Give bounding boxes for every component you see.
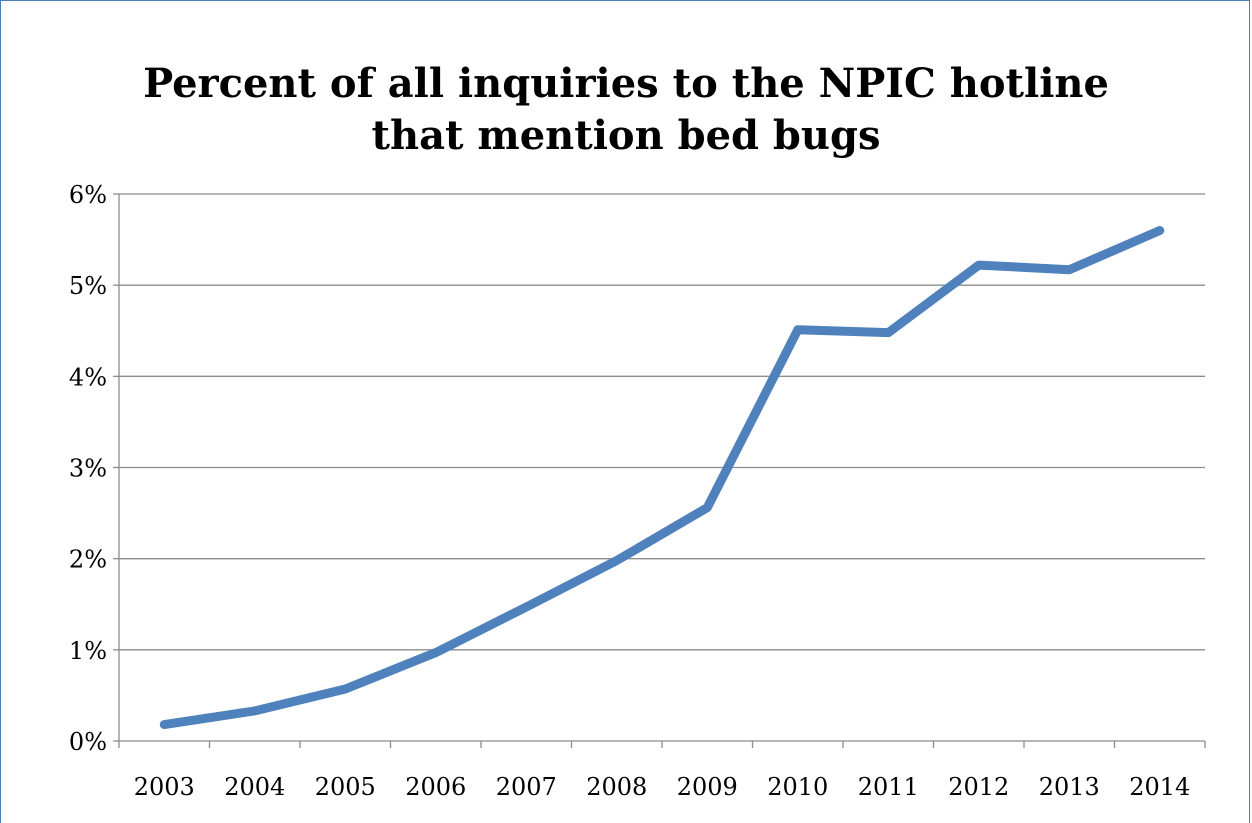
- chart-title-line-1: Percent of all inquiries to the NPIC hot…: [143, 60, 1109, 107]
- x-tick-label: 2006: [405, 773, 466, 801]
- x-tick-label: 2004: [224, 773, 285, 801]
- x-tick-label: 2005: [315, 773, 376, 801]
- x-tick-label: 2013: [1039, 773, 1100, 801]
- x-tick-label: 2007: [496, 773, 557, 801]
- y-tick-label: 3%: [69, 455, 107, 483]
- y-tick-label: 5%: [69, 272, 107, 300]
- y-tick-label: 0%: [69, 728, 107, 756]
- series-layer: [159, 226, 1165, 730]
- chart-title: Percent of all inquiries to the NPIC hot…: [0, 58, 1252, 162]
- chart-title-line-2: that mention bed bugs: [371, 112, 881, 159]
- x-tick-label: 2008: [586, 773, 647, 801]
- x-tick-label: 2010: [767, 773, 828, 801]
- y-tick-label: 6%: [69, 181, 107, 209]
- series-line: [159, 226, 1165, 730]
- y-tick-label: 2%: [69, 546, 107, 574]
- x-tick-label: 2003: [134, 773, 195, 801]
- x-tick-label: 2011: [858, 773, 919, 801]
- x-tick-label: 2009: [677, 773, 738, 801]
- y-tick-label: 1%: [69, 637, 107, 665]
- gridlines: [119, 193, 1205, 651]
- y-tick-label: 4%: [69, 363, 107, 391]
- axes: [113, 193, 1206, 748]
- x-tick-label: 2014: [1129, 773, 1190, 801]
- x-tick-label: 2012: [948, 773, 1009, 801]
- tick-labels: 0% 1% 2% 3% 4% 5% 6% 2003 2004 2005 2006 2007 2008 20…: [69, 181, 1190, 801]
